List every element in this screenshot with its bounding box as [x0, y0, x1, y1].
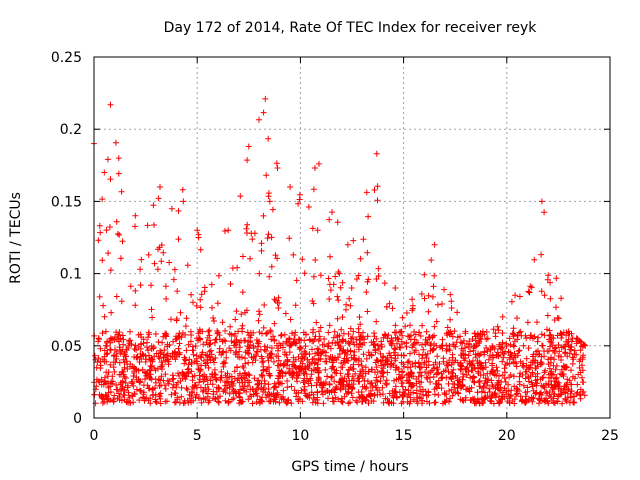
roti-point-markers	[91, 95, 589, 407]
plot-frame	[93, 56, 611, 419]
x-axis-label: GPS time / hours	[291, 459, 408, 475]
x-tick-label: 10	[291, 428, 309, 444]
y-tick-label: 0.2	[60, 122, 82, 138]
x-tick-label: 15	[395, 428, 413, 444]
x-tick-label: 5	[193, 428, 202, 444]
y-tick-label: 0	[73, 411, 82, 427]
y-axis-label: ROTI / TECUs	[8, 192, 24, 284]
x-tick-label: 25	[601, 428, 619, 444]
y-tick-label: 0.05	[51, 339, 82, 355]
x-tick-label: 0	[90, 428, 99, 444]
y-tick-label: 0.1	[60, 267, 82, 283]
chart-title: Day 172 of 2014, Rate Of TEC Index for r…	[164, 20, 538, 36]
x-tick-label: 20	[498, 428, 516, 444]
y-tick-label: 0.15	[51, 194, 82, 210]
axis-ticks	[93, 56, 611, 419]
y-tick-label: 0.25	[51, 50, 82, 66]
data-points	[91, 95, 589, 407]
